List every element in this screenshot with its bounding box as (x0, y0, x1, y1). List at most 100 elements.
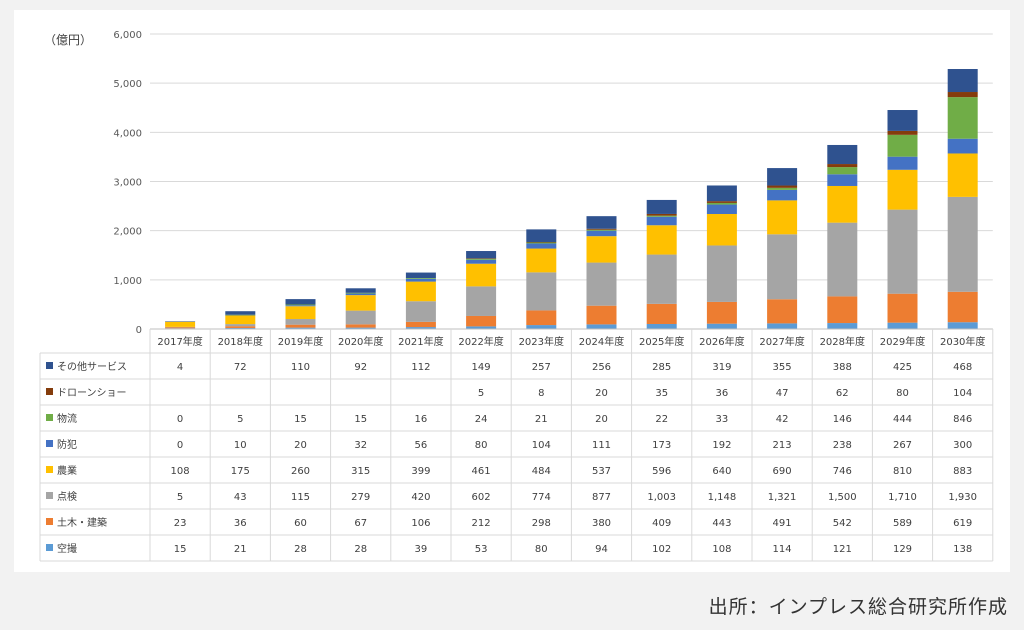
data-label: 5 (237, 414, 243, 425)
data-label: 0 (177, 440, 183, 451)
bar-segment (706, 213, 737, 246)
chart-panel: （億円） 0 1,000 2,000 3,000 4,000 5,000 6,000 2017年… (14, 10, 1010, 572)
data-label: 115 (291, 492, 310, 503)
data-label: 22 (655, 414, 668, 425)
x-category-label: 2021年度 (398, 335, 443, 348)
x-category-label: 2017年度 (157, 335, 202, 348)
legend-swatch (46, 414, 53, 421)
data-label: 20 (595, 414, 608, 425)
data-label: 42 (776, 414, 789, 425)
bar-segment (405, 281, 436, 302)
x-category-label: 2027年度 (759, 335, 804, 348)
bar-segment (706, 202, 737, 205)
bar-segment (887, 322, 918, 329)
bar-segment (225, 327, 256, 329)
data-label: 20 (595, 388, 608, 399)
source-credit: 出所：インプレス総合研究所作成 (708, 596, 1008, 618)
bar-segment (466, 315, 497, 327)
bar-segment (947, 69, 978, 93)
bar-segment (586, 262, 617, 306)
y-tick-label: 4,000 (113, 128, 142, 139)
bar-segment (947, 97, 978, 139)
data-label: 409 (652, 518, 671, 529)
data-label: 319 (712, 362, 731, 373)
data-label: 8 (538, 388, 544, 399)
data-label: 1,500 (828, 492, 857, 503)
data-label: 32 (354, 440, 367, 451)
data-label: 56 (415, 440, 428, 451)
bar-segment (646, 199, 677, 214)
bar-segment (827, 167, 858, 175)
legend-label: 空撮 (57, 542, 77, 555)
data-label: 619 (953, 518, 972, 529)
bar-segment (887, 169, 918, 210)
data-label: 5 (177, 492, 183, 503)
bar-segment (165, 326, 196, 328)
data-label: 5 (478, 388, 484, 399)
bar-segment (165, 321, 196, 327)
data-label: 62 (836, 388, 849, 399)
data-label: 1,930 (948, 492, 977, 503)
data-label: 104 (953, 388, 972, 399)
y-tick-label: 1,000 (113, 276, 142, 287)
data-label: 810 (893, 466, 912, 477)
bar-segment (165, 321, 196, 322)
bar-segment (767, 168, 798, 186)
data-label: 315 (351, 466, 370, 477)
bar-segment (947, 92, 978, 98)
bar-segment (225, 314, 256, 316)
legend-label: 物流 (57, 412, 77, 425)
bar-segment (466, 259, 497, 264)
data-label: 484 (532, 466, 551, 477)
bar-segment (225, 311, 256, 315)
bar-segment (767, 299, 798, 324)
bar-segment (827, 164, 858, 168)
bar-segment (767, 234, 798, 300)
data-label: 15 (294, 414, 307, 425)
bar-segment (405, 301, 436, 322)
legend-label: 農業 (57, 464, 77, 477)
bar-segment (767, 200, 798, 235)
bar-segment (345, 288, 376, 293)
data-label: 121 (833, 544, 852, 555)
bar-segment (947, 196, 978, 292)
legend-label: 防犯 (57, 438, 77, 451)
bar-segment (526, 242, 557, 244)
stacked-bar-chart-with-data-table: （億円） 0 1,000 2,000 3,000 4,000 5,000 6,000 2017年… (39, 30, 994, 562)
data-label: 28 (294, 544, 307, 555)
bar-segment (586, 216, 617, 229)
data-label: 542 (833, 518, 852, 529)
data-label: 149 (472, 362, 491, 373)
x-category-label: 2029年度 (880, 335, 925, 348)
bar-segment (466, 251, 497, 259)
data-label: 444 (893, 414, 912, 425)
data-label: 112 (411, 362, 430, 373)
data-label: 388 (833, 362, 852, 373)
data-label: 355 (773, 362, 792, 373)
bar-segment (586, 324, 617, 329)
bar-segment (646, 213, 677, 216)
data-label: 300 (953, 440, 972, 451)
bar-segment (827, 144, 858, 165)
bar-segment (165, 327, 196, 329)
bar-segment (285, 304, 316, 306)
bar-segment (285, 324, 316, 328)
bar-segment (285, 306, 316, 320)
data-label: 690 (773, 466, 792, 477)
legend-label: ドローンショー (57, 388, 127, 399)
data-label: 104 (532, 440, 551, 451)
bar-segment (285, 299, 316, 305)
data-label: 92 (354, 362, 367, 373)
data-label: 173 (652, 440, 671, 451)
legend-swatch (46, 440, 53, 447)
data-label: 24 (475, 414, 488, 425)
bar-segment (466, 286, 497, 316)
bar-segment (586, 229, 617, 231)
data-label: 15 (174, 544, 187, 555)
data-label: 877 (592, 492, 611, 503)
bar-segment (526, 325, 557, 329)
data-label: 16 (415, 414, 428, 425)
x-category-label: 2025年度 (639, 335, 684, 348)
bar-segment (706, 185, 737, 202)
data-label: 1,003 (647, 492, 676, 503)
